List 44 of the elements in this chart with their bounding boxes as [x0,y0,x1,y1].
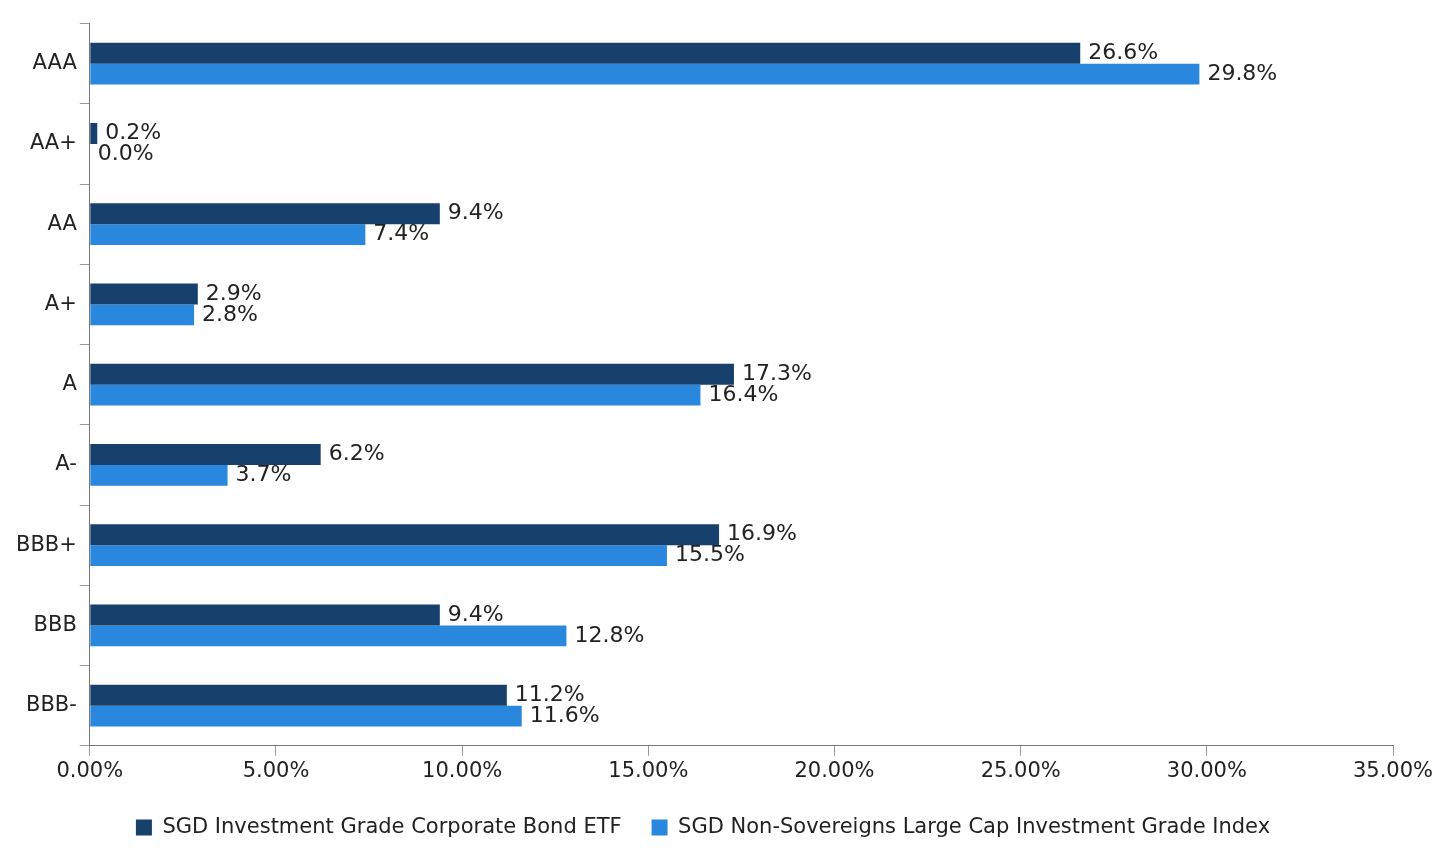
data-label: 12.8% [574,621,645,647]
bar [90,604,440,626]
bar [90,63,1200,85]
x-tick-label: 25.00% [980,757,1061,782]
data-label: 29.8% [1207,59,1278,85]
data-label: 7.4% [373,220,430,246]
y-tick-label: A- [55,451,77,476]
bar [90,684,507,706]
bar [90,384,701,406]
bar [90,42,1081,64]
bar [90,524,720,546]
data-label: 6.2% [328,440,385,466]
y-tick-label: A+ [44,290,77,315]
bar [90,304,195,326]
x-tick-label: 35.00% [1352,757,1434,782]
x-tick-label: 0.00% [56,757,124,782]
data-label: 3.7% [235,461,292,487]
y-tick-label: A [62,371,78,396]
legend-label: SGD Non-Sovereigns Large Cap Investment Grade Index [678,813,1271,838]
x-tick-label: 15.00% [608,757,689,782]
y-tick-label: BBB- [26,692,77,717]
data-label: 26.6% [1088,39,1159,65]
bar [90,283,198,305]
x-tick-label: 30.00% [1166,757,1247,782]
data-label: 9.4% [447,600,504,626]
bar [90,123,98,144]
x-tick-label: 5.00% [242,757,310,782]
bar [90,203,440,225]
legend-label: SGD Investment Grade Corporate Bond ETF [162,813,622,838]
y-tick-label: BBB+ [15,531,77,556]
bar [90,363,734,385]
y-tick-label: BBB [33,611,77,636]
bar [90,545,667,567]
y-tick-label: AAA [32,50,78,75]
x-tick-label: 20.00% [794,757,875,782]
y-tick-label: AA [47,210,78,235]
data-label: 9.4% [447,199,504,225]
bar [90,224,366,246]
bar [90,464,228,486]
x-tick-label: 10.00% [422,757,503,782]
bar [90,705,522,727]
bar [90,444,321,465]
bar [90,625,567,647]
y-tick-label: AA+ [29,130,77,155]
